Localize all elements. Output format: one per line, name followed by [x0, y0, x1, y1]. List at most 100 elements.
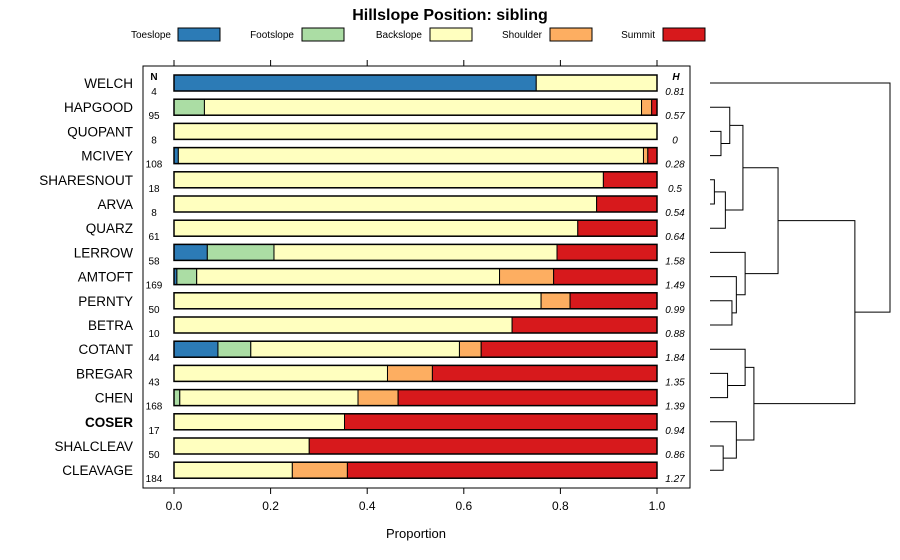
bar-row-lerrow: LERROW 58 1.58	[74, 243, 685, 267]
legend-swatch-footslope	[301, 27, 345, 42]
n-value-coser: 17	[148, 426, 160, 437]
bar-outline-shalcleav	[173, 437, 658, 455]
row-label-bregar: BREGAR	[76, 366, 133, 381]
dendrogram-link-1	[710, 106, 731, 144]
bar-segment-bregar-backslope	[173, 364, 388, 382]
n-value-cleavage: 184	[146, 474, 163, 485]
bar-segment-welch-toeslope	[173, 74, 537, 92]
h-value-shalcleav: 0.86	[665, 450, 685, 461]
bar-outline-mcivey	[173, 146, 658, 165]
bar-segment-cleavage-shoulder	[291, 461, 348, 479]
bar-segment-hapgood-summit	[651, 98, 658, 116]
bar-row-cleavage: CLEAVAGE 184 1.27	[62, 461, 685, 485]
h-value-welch: 0.81	[665, 87, 684, 98]
bar-segment-coser-summit	[343, 413, 658, 431]
bar-row-mcivey: MCIVEY 108 0.28	[81, 146, 685, 171]
n-value-bregar: 43	[148, 377, 160, 388]
row-label-quarz: QUARZ	[86, 221, 133, 236]
dendrogram-link-7	[710, 251, 746, 296]
legend-swatch-toeslope	[177, 27, 221, 42]
bar-outline-quarz	[173, 219, 658, 237]
n-value-mcivey: 108	[146, 160, 163, 171]
dendrogram-link-3	[710, 191, 726, 229]
legend-label-summit: Summit	[621, 30, 655, 41]
bar-row-arva: ARVA 8 0.54	[97, 195, 685, 219]
bar-outline-betra	[173, 316, 658, 334]
bar-segment-welch-backslope	[535, 74, 658, 92]
x-tick-label-5: 1.0	[649, 499, 666, 513]
bar-row-cotant: COTANT 44 1.84	[79, 340, 685, 364]
bar-outline-arva	[173, 195, 658, 213]
legend-label-toeslope: Toeslope	[131, 30, 171, 41]
bar-segment-pernty-shoulder	[540, 292, 571, 310]
dendrogram-link-8	[742, 167, 779, 275]
legend-label-shoulder: Shoulder	[502, 30, 543, 41]
legend-swatch-shoulder	[549, 27, 593, 42]
row-label-chen: CHEN	[95, 391, 133, 406]
bar-segment-quopant-backslope	[173, 122, 658, 140]
h-value-quopant: 0	[672, 135, 678, 146]
h-value-coser: 0.94	[665, 426, 685, 437]
dendrogram	[710, 82, 891, 471]
bar-segment-chen-summit	[397, 389, 658, 407]
bar-rows: WELCH 4 0.81 HAPGOOD 95 0.57 QUOPANT 8 0 MCIVEY 10…	[39, 74, 685, 485]
bar-outline-hapgood	[173, 98, 658, 116]
n-value-sharesnout: 18	[148, 184, 160, 195]
bar-segment-amtoft-backslope	[196, 268, 501, 286]
h-value-cotant: 1.84	[665, 353, 685, 364]
legend-swatch-summit	[662, 27, 706, 42]
bar-row-bregar: BREGAR 43 1.35	[76, 364, 685, 388]
n-value-chen: 168	[146, 402, 163, 413]
bar-segment-cotant-shoulder	[458, 340, 482, 358]
n-value-pernty: 50	[148, 305, 160, 316]
bar-segment-cotant-backslope	[250, 340, 460, 358]
bar-segment-bregar-shoulder	[386, 364, 433, 382]
x-tick-label-3: 0.6	[455, 499, 472, 513]
dendrogram-link-14	[753, 220, 856, 405]
bar-outline-pernty	[173, 292, 658, 310]
bar-segment-hapgood-backslope	[203, 98, 643, 116]
bar-outline-welch	[173, 74, 658, 92]
bar-segment-amtoft-shoulder	[499, 268, 555, 286]
bar-segment-hapgood-shoulder	[641, 98, 653, 116]
row-label-shalcleav: SHALCLEAV	[54, 439, 133, 454]
bar-row-chen: CHEN 168 1.39	[95, 388, 685, 413]
x-tick-label-2: 0.4	[359, 499, 376, 513]
bar-segment-amtoft-footslope	[176, 268, 198, 286]
dendrogram-link-15	[710, 82, 891, 313]
dendrogram-link-11	[710, 445, 724, 471]
bar-outline-lerrow	[173, 243, 658, 262]
h-value-arva: 0.54	[665, 208, 685, 219]
bar-segment-chen-backslope	[179, 389, 359, 407]
h-value-bregar: 1.35	[665, 377, 685, 388]
bar-row-hapgood: HAPGOOD 95 0.57	[64, 98, 685, 122]
x-tick-label-1: 0.2	[262, 499, 279, 513]
bar-segment-bregar-summit	[431, 364, 658, 382]
bar-row-sharesnout: SHARESNOUT 18 0.5	[39, 171, 682, 195]
bar-segment-pernty-backslope	[173, 292, 542, 310]
bar-outline-coser	[173, 413, 658, 431]
row-label-quopant: QUOPANT	[67, 124, 133, 139]
bar-outline-cotant	[173, 340, 658, 358]
n-value-shalcleav: 50	[148, 450, 160, 461]
row-label-cleavage: CLEAVAGE	[62, 463, 133, 478]
bar-outline-quopant	[173, 122, 658, 141]
bar-segment-mcivey-summit	[647, 147, 658, 165]
dendrogram-link-0	[710, 130, 722, 157]
n-column-header: N	[150, 72, 157, 83]
bar-row-amtoft: AMTOFT 169 1.49	[78, 267, 685, 292]
bar-outline-amtoft	[173, 267, 658, 286]
n-value-cotant: 44	[148, 353, 160, 364]
n-value-welch: 4	[151, 87, 157, 98]
h-value-cleavage: 1.27	[665, 474, 685, 485]
legend-label-footslope: Footslope	[250, 30, 294, 41]
bar-segment-mcivey-backslope	[177, 147, 644, 165]
bar-segment-lerrow-backslope	[273, 243, 558, 261]
bar-row-welch: WELCH 4 0.81	[84, 74, 685, 98]
bar-segment-pernty-summit	[569, 292, 658, 310]
bar-segment-cotant-toeslope	[173, 340, 219, 358]
bar-row-coser: COSER 17 0.94	[85, 413, 685, 437]
bar-segment-mcivey-shoulder	[642, 147, 649, 165]
x-axis-label: Proportion	[386, 526, 446, 541]
